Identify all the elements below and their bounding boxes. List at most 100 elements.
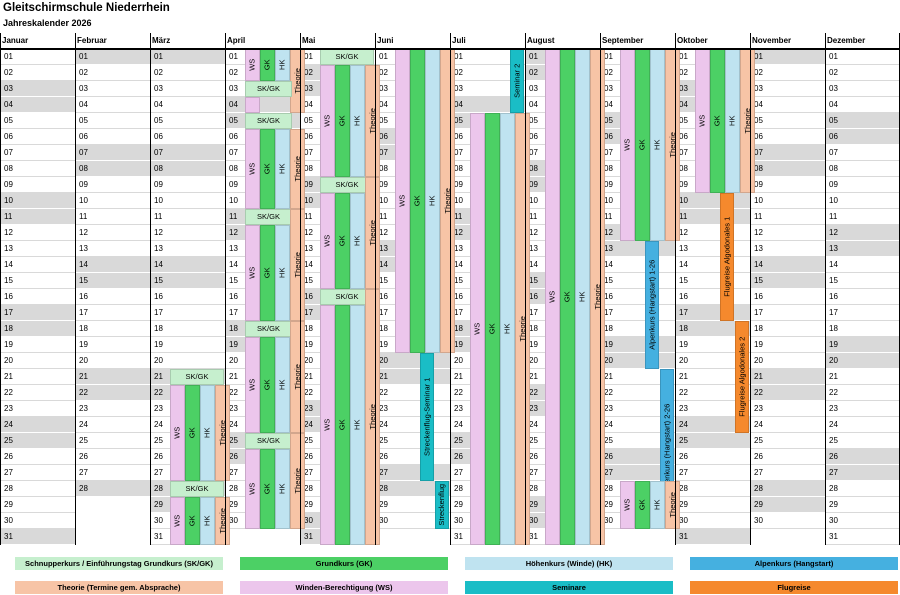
day-cell[interactable]: 03: [751, 81, 825, 97]
day-cell[interactable]: 04: [151, 97, 170, 113]
event-gk[interactable]: GK: [710, 49, 725, 193]
event-theorie[interactable]: Theorie: [365, 65, 380, 177]
event-ws[interactable]: WS: [245, 49, 260, 81]
day-cell[interactable]: 23: [151, 401, 170, 417]
day-cell[interactable]: 04: [826, 97, 900, 113]
day-cell[interactable]: 16: [226, 289, 245, 305]
day-cell[interactable]: 19: [76, 337, 150, 353]
day-cell[interactable]: 23: [226, 401, 245, 417]
day-cell[interactable]: 19: [826, 337, 900, 353]
day-cell[interactable]: 25: [451, 433, 470, 449]
day-cell[interactable]: 27: [76, 465, 150, 481]
day-cell[interactable]: 12: [376, 225, 395, 241]
day-cell[interactable]: 27: [301, 465, 320, 481]
day-cell[interactable]: 03: [1, 81, 75, 97]
day-cell[interactable]: 09: [676, 177, 695, 193]
event-seminar[interactable]: Seminar 2: [510, 49, 524, 113]
day-cell[interactable]: 11: [601, 209, 620, 225]
day-cell[interactable]: 21: [676, 369, 695, 385]
day-cell[interactable]: 14: [76, 257, 150, 273]
day-cell[interactable]: 12: [526, 225, 545, 241]
day-cell[interactable]: 24: [826, 417, 900, 433]
day-cell[interactable]: 31: [826, 529, 900, 545]
day-cell[interactable]: 07: [826, 145, 900, 161]
event-theorie[interactable]: Theorie: [365, 177, 380, 289]
day-cell[interactable]: 01: [376, 49, 395, 65]
day-cell[interactable]: 09: [451, 177, 470, 193]
day-cell[interactable]: 09: [301, 177, 320, 193]
event-flugreise[interactable]: Flugreise Algodonales 2: [735, 321, 749, 433]
day-cell[interactable]: 18: [526, 321, 545, 337]
day-cell[interactable]: 15: [526, 273, 545, 289]
day-cell[interactable]: 01: [1, 49, 75, 65]
day-cell[interactable]: 11: [76, 209, 150, 225]
event-gk[interactable]: GK: [635, 481, 650, 529]
day-cell[interactable]: 07: [676, 145, 695, 161]
day-cell[interactable]: 18: [826, 321, 900, 337]
event-theorie[interactable]: Theorie: [290, 49, 305, 113]
day-cell[interactable]: 05: [151, 113, 170, 129]
day-cell[interactable]: 02: [751, 65, 825, 81]
day-cell[interactable]: 13: [151, 241, 170, 257]
event-gk[interactable]: GK: [260, 449, 275, 529]
day-cell[interactable]: 18: [151, 321, 170, 337]
day-cell[interactable]: 03: [76, 81, 150, 97]
day-cell[interactable]: 21: [601, 369, 620, 385]
day-cell[interactable]: 10: [676, 193, 695, 209]
day-cell[interactable]: 29: [1, 497, 75, 513]
day-cell[interactable]: 25: [226, 433, 245, 449]
event-ws[interactable]: WS: [245, 225, 260, 321]
day-cell[interactable]: 25: [301, 433, 320, 449]
day-cell[interactable]: 18: [76, 321, 150, 337]
day-cell[interactable]: 14: [451, 257, 470, 273]
event-hk[interactable]: HK: [200, 385, 215, 481]
day-cell[interactable]: 31: [526, 529, 545, 545]
day-cell[interactable]: 23: [301, 401, 320, 417]
day-cell[interactable]: 01: [76, 49, 150, 65]
day-cell[interactable]: 19: [601, 337, 620, 353]
day-cell[interactable]: 02: [601, 65, 620, 81]
day-cell[interactable]: 24: [76, 417, 150, 433]
day-cell[interactable]: 29: [151, 497, 170, 513]
day-cell[interactable]: 25: [151, 433, 170, 449]
event-seminar[interactable]: Streckenflug: [435, 481, 449, 529]
day-cell[interactable]: 22: [76, 385, 150, 401]
day-cell[interactable]: 10: [226, 193, 245, 209]
day-cell[interactable]: 20: [751, 353, 825, 369]
day-cell[interactable]: 25: [676, 433, 695, 449]
day-cell[interactable]: 18: [601, 321, 620, 337]
day-cell[interactable]: 06: [601, 129, 620, 145]
day-cell[interactable]: 08: [676, 161, 695, 177]
day-cell[interactable]: 06: [826, 129, 900, 145]
day-cell[interactable]: 22: [676, 385, 695, 401]
day-cell[interactable]: 07: [1, 145, 75, 161]
day-cell[interactable]: 08: [751, 161, 825, 177]
event-gk[interactable]: GK: [260, 225, 275, 321]
day-cell[interactable]: 24: [676, 417, 695, 433]
day-cell[interactable]: 24: [151, 417, 170, 433]
event-hk[interactable]: HK: [275, 337, 290, 433]
day-cell[interactable]: 20: [151, 353, 170, 369]
day-cell[interactable]: 15: [826, 273, 900, 289]
day-cell[interactable]: 07: [301, 145, 320, 161]
day-cell[interactable]: 03: [226, 81, 245, 97]
event-hk[interactable]: HK: [275, 225, 290, 321]
event-ws[interactable]: WS: [170, 385, 185, 481]
event-ws[interactable]: WS: [320, 193, 335, 289]
event-theorie[interactable]: Theorie: [440, 49, 455, 353]
day-cell[interactable]: 04: [76, 97, 150, 113]
day-cell[interactable]: 21: [526, 369, 545, 385]
day-cell[interactable]: 04: [376, 97, 395, 113]
day-cell[interactable]: 06: [151, 129, 170, 145]
day-cell[interactable]: 16: [376, 289, 395, 305]
event-ws[interactable]: WS: [545, 49, 560, 545]
event-hk[interactable]: HK: [350, 65, 365, 177]
day-cell[interactable]: 12: [601, 225, 620, 241]
day-cell[interactable]: 19: [376, 337, 395, 353]
event-gk[interactable]: GK: [335, 193, 350, 289]
day-cell[interactable]: 11: [226, 209, 245, 225]
day-cell[interactable]: 30: [601, 513, 620, 529]
day-cell[interactable]: 17: [226, 305, 245, 321]
day-cell[interactable]: 19: [301, 337, 320, 353]
day-cell[interactable]: 15: [151, 273, 170, 289]
